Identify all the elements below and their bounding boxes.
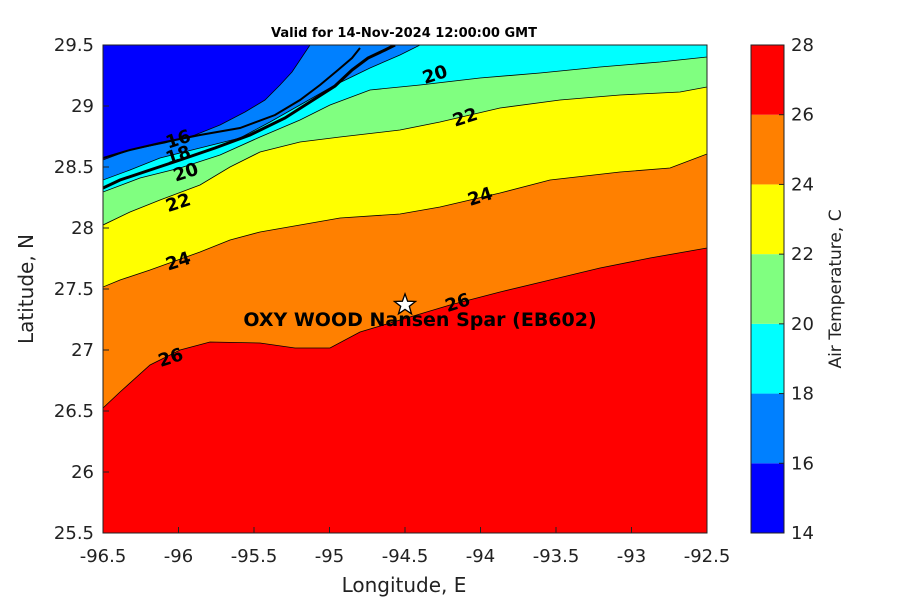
- colorbar-tick-label: 26: [791, 105, 814, 126]
- x-tick-label: -95: [315, 546, 344, 567]
- x-tick-label: -94: [466, 546, 495, 567]
- colorbar-segment: [751, 45, 784, 115]
- y-tick-label: 29: [71, 96, 94, 117]
- colorbar-tick-label: 28: [791, 35, 814, 56]
- x-tick-label: -93.5: [533, 546, 580, 567]
- station-star-icon: [392, 291, 418, 316]
- colorbar-tick-label: 22: [791, 244, 814, 265]
- coastline: [103, 45, 396, 190]
- y-tick-label: 25.5: [54, 523, 94, 544]
- y-tick-label: 29.5: [54, 35, 94, 56]
- colorbar-tick-label: 20: [791, 314, 814, 335]
- y-tick-label: 26.5: [54, 401, 94, 422]
- y-tick-label: 27: [71, 340, 94, 361]
- x-tick-label: -94.5: [382, 546, 429, 567]
- coastline-inner: [103, 47, 361, 159]
- y-tick-label: 26: [71, 462, 94, 483]
- x-axis-label: Longitude, E: [342, 573, 467, 597]
- colorbar-tick-label: 24: [791, 174, 814, 195]
- colorbar-segment: [751, 393, 784, 464]
- colorbar-tick-label: 16: [791, 453, 814, 474]
- colorbar-tick-label: 14: [791, 523, 814, 544]
- y-axis-label: Latitude, N: [14, 234, 38, 344]
- y-axis: 29.5 29 28.5 28 27.5 27 26.5 26 25.5: [54, 35, 109, 544]
- y-tick-label: 27.5: [54, 279, 94, 300]
- x-tick-label: -96.5: [80, 546, 127, 567]
- colorbar-segment: [751, 323, 784, 394]
- colorbar-segment: [751, 114, 784, 185]
- colorbar-segment: [751, 184, 784, 255]
- x-tick-label: -93: [617, 546, 646, 567]
- colorbar: 28 26 24 22 20 18 16 14: [750, 35, 814, 544]
- x-axis: -96.5 -96 -95.5 -95 -94.5 -94 -93.5 -93 -92.5: [80, 527, 731, 567]
- plot-area: [103, 45, 707, 533]
- x-tick-label: -92.5: [684, 546, 731, 567]
- colorbar-label: Air Temperature, C: [826, 209, 846, 368]
- colorbar-frame: [750, 44, 785, 534]
- x-tick-label: -95.5: [231, 546, 278, 567]
- chart-title: Valid for 14-Nov-2024 12:00:00 GMT: [271, 26, 537, 41]
- colorbar-segment: [751, 254, 784, 324]
- x-tick-label: -96: [164, 546, 193, 567]
- colorbar-segment: [751, 463, 784, 533]
- station-label: OXY WOOD Nansen Spar (EB602): [243, 309, 596, 331]
- y-tick-label: 28: [71, 218, 94, 239]
- y-tick-label: 28.5: [54, 157, 94, 178]
- colorbar-tick-label: 18: [791, 384, 814, 405]
